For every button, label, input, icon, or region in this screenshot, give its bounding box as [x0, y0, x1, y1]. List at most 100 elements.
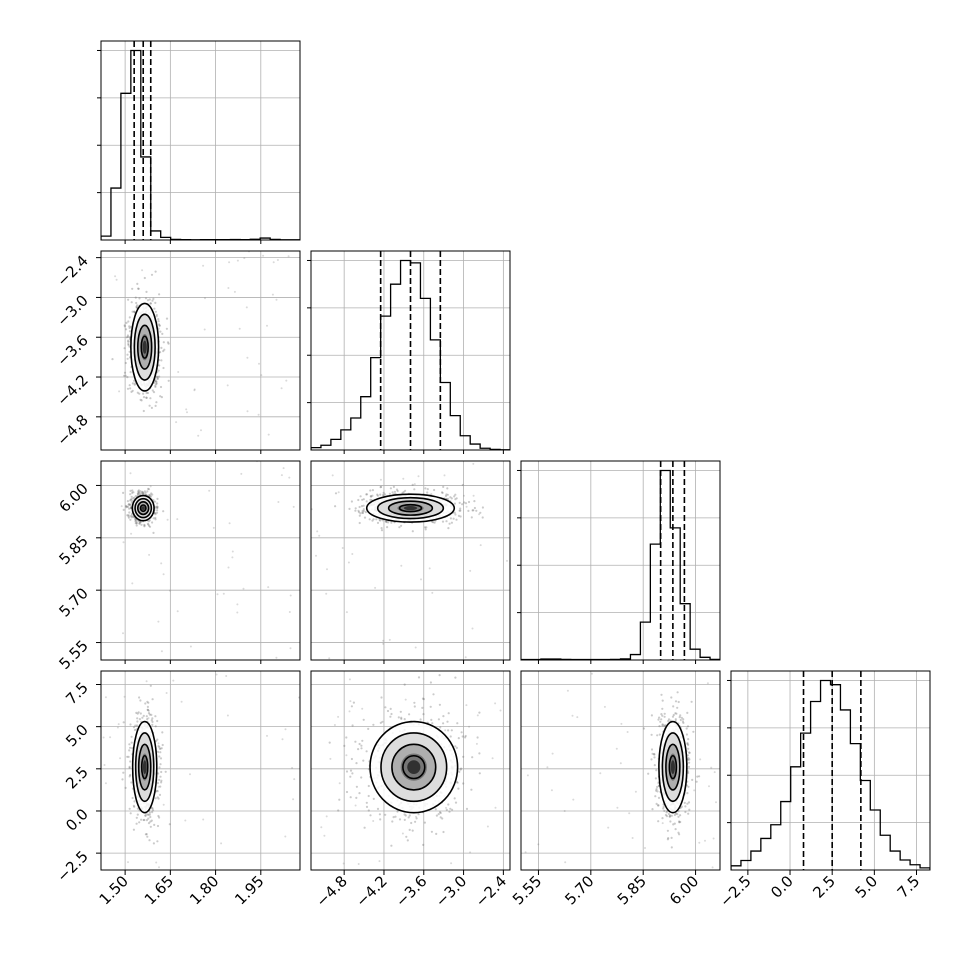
- scatter-point: [666, 829, 670, 832]
- outlier-point: [176, 518, 179, 521]
- scatter-point: [111, 358, 114, 361]
- scatter-point: [670, 846, 673, 849]
- scatter-point: [164, 770, 167, 773]
- scatter-point: [134, 296, 137, 299]
- scatter-point: [365, 493, 369, 496]
- scatter-point: [361, 739, 364, 742]
- scatter-point: [688, 751, 691, 754]
- outlier-point: [212, 526, 215, 529]
- scatter-point: [381, 720, 384, 723]
- scatter-point: [686, 792, 689, 795]
- scatter-point: [421, 697, 425, 700]
- scatter-point: [686, 742, 689, 746]
- outlier-point: [275, 298, 278, 301]
- outlier-point: [348, 710, 351, 713]
- scatter-point: [371, 519, 374, 522]
- outlier-point: [698, 841, 701, 844]
- scatter-point: [150, 719, 153, 722]
- scatter-point: [129, 760, 132, 763]
- scatter-point: [367, 794, 370, 798]
- scatter-point: [400, 717, 403, 721]
- scatter-point: [647, 772, 650, 775]
- scatter-point: [134, 724, 137, 727]
- scatter-point: [348, 507, 351, 510]
- outlier-point: [284, 835, 287, 838]
- scatter-point: [158, 324, 161, 327]
- outlier-point: [348, 678, 351, 681]
- scatter-point: [442, 830, 445, 834]
- outlier-point: [148, 553, 151, 556]
- scatter-point: [682, 718, 685, 721]
- scatter-point: [360, 505, 363, 508]
- scatter-point: [146, 708, 149, 711]
- scatter-point: [145, 290, 148, 293]
- scatter-point: [365, 500, 368, 503]
- scatter-point: [461, 483, 464, 487]
- scatter-point: [143, 818, 146, 822]
- scatter-point: [462, 755, 465, 758]
- scatter-point: [433, 488, 436, 492]
- outlier-point: [413, 483, 416, 486]
- scatter-point: [426, 488, 429, 491]
- outlier-point: [471, 627, 474, 630]
- scatter-point: [136, 712, 139, 715]
- scatter-point: [159, 775, 162, 778]
- scatter-point: [687, 771, 690, 775]
- scatter-point: [132, 491, 135, 494]
- outlier-point: [141, 269, 144, 272]
- scatter-point: [411, 829, 414, 832]
- scatter-point: [472, 509, 475, 512]
- scatter-point: [160, 781, 163, 784]
- scatter-point: [128, 330, 132, 333]
- scatter-point: [136, 391, 139, 394]
- scatter-point: [413, 701, 416, 704]
- scatter-point: [129, 503, 132, 506]
- scatter-point: [155, 789, 158, 792]
- scatter-point: [365, 801, 368, 804]
- scatter-point: [136, 492, 139, 495]
- scatter-point: [144, 297, 148, 300]
- scatter-point: [447, 497, 450, 500]
- scatter-point: [148, 813, 151, 816]
- scatter-point: [130, 301, 133, 304]
- scatter-point: [158, 793, 162, 797]
- scatter-point: [136, 282, 139, 285]
- scatter-point: [439, 816, 442, 819]
- scatter-point: [121, 778, 124, 781]
- outlier-point: [341, 547, 344, 549]
- scatter-point: [371, 494, 374, 497]
- scatter-point: [140, 818, 143, 821]
- scatter-point: [384, 813, 387, 816]
- scatter-point: [148, 298, 151, 301]
- outlier-point: [147, 717, 150, 720]
- outlier-point: [176, 610, 179, 613]
- scatter-point: [449, 735, 452, 738]
- outlier-point: [200, 429, 202, 432]
- scatter-point: [126, 505, 130, 508]
- scatter-point: [360, 776, 363, 779]
- scatter-point: [161, 731, 164, 734]
- scatter-point: [156, 738, 159, 741]
- scatter-point: [442, 485, 445, 488]
- scatter-point: [135, 524, 138, 527]
- outlier-point: [712, 837, 715, 840]
- contour-level-2: [134, 497, 153, 519]
- outlier-point: [123, 695, 126, 698]
- scatter-point: [657, 796, 661, 800]
- outlier-point: [222, 592, 225, 595]
- scatter-point: [154, 500, 157, 503]
- scatter-point: [133, 310, 136, 313]
- scatter-point: [156, 796, 159, 799]
- scatter-point: [128, 511, 131, 514]
- scatter-point: [686, 711, 689, 715]
- scatter-point: [397, 716, 400, 719]
- scatter-point: [459, 515, 462, 518]
- scatter-point: [448, 522, 451, 525]
- scatter-point: [128, 326, 131, 330]
- scatter-point: [670, 836, 673, 840]
- outlier-point: [175, 421, 178, 424]
- scatter-point: [471, 756, 474, 759]
- scatter-point: [390, 712, 393, 716]
- scatter-point: [150, 495, 153, 498]
- scatter-point: [124, 374, 127, 377]
